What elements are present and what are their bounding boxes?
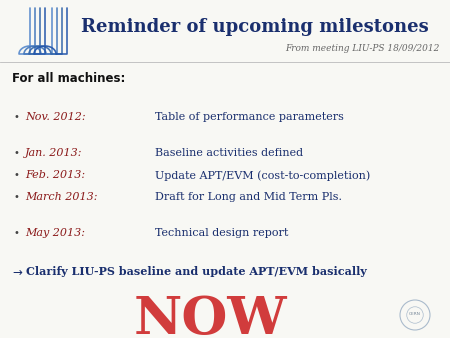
Text: Nov. 2012:: Nov. 2012: <box>25 112 86 122</box>
Text: •: • <box>13 228 19 238</box>
Text: Update APT/EVM (cost-to-completion): Update APT/EVM (cost-to-completion) <box>155 170 370 180</box>
Text: Table of performance parameters: Table of performance parameters <box>155 112 344 122</box>
Text: Jan. 2013:: Jan. 2013: <box>25 148 82 158</box>
Text: March 2013:: March 2013: <box>25 192 98 202</box>
Text: CERN: CERN <box>409 312 421 316</box>
Text: •: • <box>13 148 19 158</box>
Text: Baseline activities defined: Baseline activities defined <box>155 148 303 158</box>
Text: Clarify LIU-PS baseline and update APT/EVM basically: Clarify LIU-PS baseline and update APT/E… <box>26 266 367 277</box>
Text: For all machines:: For all machines: <box>12 72 126 85</box>
Text: •: • <box>13 170 19 180</box>
Text: Draft for Long and Mid Term Pls.: Draft for Long and Mid Term Pls. <box>155 192 342 202</box>
Text: •: • <box>13 112 19 122</box>
Text: Reminder of upcoming milestones: Reminder of upcoming milestones <box>81 18 429 36</box>
Text: •: • <box>13 192 19 202</box>
Text: Feb. 2013:: Feb. 2013: <box>25 170 85 180</box>
Text: Technical design report: Technical design report <box>155 228 288 238</box>
Text: NOW: NOW <box>133 294 287 338</box>
Text: From meeting LIU-PS 18/09/2012: From meeting LIU-PS 18/09/2012 <box>286 44 440 53</box>
Text: →: → <box>12 266 22 279</box>
Text: May 2013:: May 2013: <box>25 228 85 238</box>
